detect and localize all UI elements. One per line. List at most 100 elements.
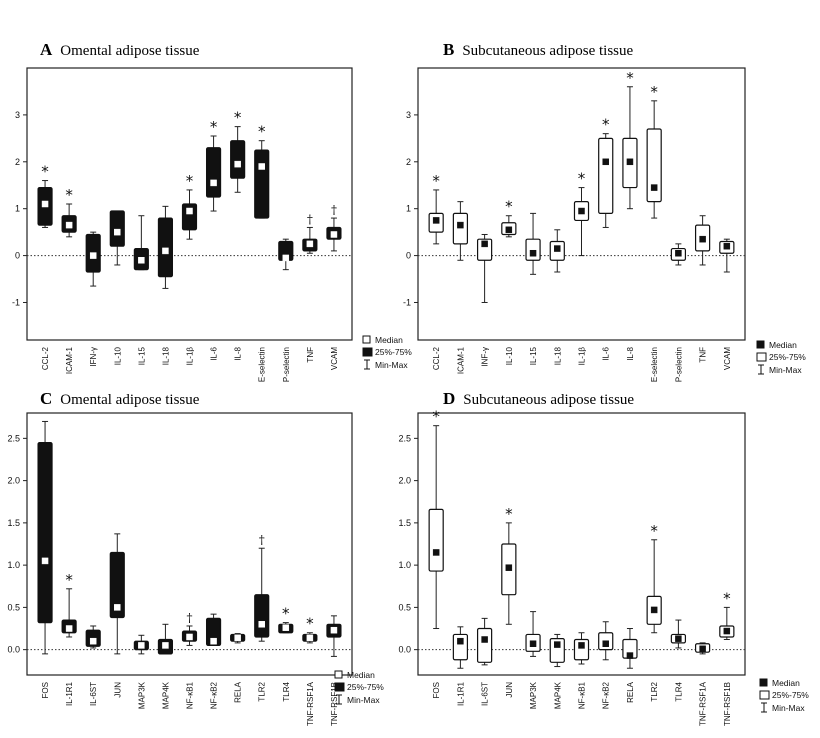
y-tick-label: -1 <box>403 297 411 307</box>
legend: Median 25%-75% Min-Max <box>759 678 809 713</box>
significance-marker: * <box>650 83 658 101</box>
median-marker <box>186 633 193 641</box>
median-marker <box>210 637 217 645</box>
significance-marker: * <box>505 198 513 216</box>
iqr-box <box>525 238 541 261</box>
y-tick-label: 1 <box>15 204 20 214</box>
y-tick-label: 1.5 <box>398 518 411 528</box>
legend-box-swatch <box>334 682 345 692</box>
category-label: CCL-2 <box>432 346 441 370</box>
category-label: FOS <box>41 682 50 698</box>
box-il-15: IL-15 <box>525 212 541 365</box>
category-label: TLR2 <box>650 681 659 701</box>
category-label: MAP4K <box>553 681 562 709</box>
category-label: E-selectin <box>650 347 659 382</box>
median-marker <box>699 235 706 243</box>
box-il-1-: * IL-1β <box>181 172 198 366</box>
box-vcam: VCAM <box>719 238 735 370</box>
box-icam-1: * ICAM-1 <box>61 186 77 374</box>
median-marker <box>114 228 121 236</box>
legend-box-label: 25%-75% <box>375 347 412 357</box>
median-marker <box>650 184 658 191</box>
category-label: IL-1β <box>186 347 195 366</box>
median-marker <box>578 207 585 215</box>
panel-letter: D <box>443 389 455 408</box>
box-tnf-rsf1a: TNF-RSF1A <box>694 642 711 726</box>
category-label: IL-1β <box>578 347 587 366</box>
legend-median-label: Median <box>772 678 800 688</box>
median-marker <box>138 642 145 649</box>
median-marker <box>432 549 440 556</box>
median-marker <box>723 242 731 250</box>
category-label: ICAM-1 <box>65 346 74 374</box>
category-label: TLR4 <box>674 681 683 701</box>
box-il-10: * IL-10 <box>501 198 517 365</box>
category-label: IL-6ST <box>89 682 98 706</box>
median-marker <box>457 221 464 229</box>
median-marker <box>258 621 265 628</box>
y-tick-label: 0.0 <box>7 645 20 655</box>
category-label: JUN <box>505 682 514 698</box>
median-marker <box>554 641 561 648</box>
category-label: TNF-RSF1A <box>306 681 315 726</box>
legend-median-swatch <box>362 335 371 344</box>
category-label: CCL-2 <box>41 346 50 370</box>
median-marker <box>578 642 585 649</box>
median-marker <box>65 221 73 229</box>
legend-box-swatch <box>756 352 767 362</box>
significance-marker: * <box>602 116 610 134</box>
median-marker <box>505 226 513 234</box>
box-tnf-rsf1a: * TNF-RSF1A <box>302 615 318 726</box>
panel-a: A Omental adipose tissue -1 0 1 2 3 * CCL-2 * ICAM… <box>12 40 412 382</box>
box-il-1r1: * IL-1R1 <box>61 571 77 706</box>
median-marker <box>529 249 537 257</box>
legend: Median 25%-75% Min-Max <box>756 340 806 375</box>
legend-box-label: 25%-75% <box>772 690 809 700</box>
category-label: P-selectin <box>674 347 683 382</box>
significance-marker: * <box>65 186 73 204</box>
box-il-1r1: IL-1R1 <box>452 626 469 706</box>
box-rela: RELA <box>622 628 638 703</box>
median-marker <box>432 217 440 224</box>
median-marker <box>529 640 537 647</box>
panel-title-text: Subcutaneous adipose tissue <box>462 43 633 59</box>
median-marker <box>505 564 513 571</box>
box-e-selectin: * E-selectin <box>646 83 662 382</box>
significance-marker: * <box>432 172 440 190</box>
median-marker <box>650 606 658 614</box>
plot-frame <box>417 412 746 676</box>
category-label: RELA <box>626 681 635 703</box>
box-ccl-2: * CCL-2 <box>37 163 53 370</box>
box-inf-: INF-γ <box>476 233 493 367</box>
box-map3k: MAP3K <box>133 634 149 709</box>
category-label: IL-15 <box>137 346 146 365</box>
median-marker <box>89 637 97 645</box>
significance-marker: * <box>650 522 658 540</box>
box-jun: * JUN <box>501 505 517 698</box>
box-il-6st: IL-6ST <box>476 617 493 706</box>
panel-title: B Subcutaneous adipose tissue <box>443 40 633 59</box>
median-marker <box>306 240 314 248</box>
y-tick-label: 1.0 <box>398 560 411 570</box>
y-tick-label: 1 <box>406 204 411 214</box>
category-label: IL-1R1 <box>65 681 74 706</box>
box-map3k: MAP3K <box>525 611 541 709</box>
box-il-6: * IL-6 <box>205 118 222 361</box>
legend-box-swatch <box>362 347 373 357</box>
box-tnf-rsf1b: * TNF-RSF1B <box>719 589 735 726</box>
box-tlr2: * TLR2 <box>646 522 662 702</box>
legend-box-label: 25%-75% <box>347 682 384 692</box>
box-tlr4: TLR4 <box>670 619 687 702</box>
median-marker <box>234 634 241 642</box>
category-label: ICAM-1 <box>456 346 465 374</box>
iqr-box <box>428 508 444 572</box>
median-marker <box>234 160 241 168</box>
category-label: TLR2 <box>258 681 267 701</box>
box-il-6: * IL-6 <box>598 116 614 361</box>
significance-marker: * <box>432 408 440 426</box>
legend: Median 25%-75% Min-Max <box>334 670 384 705</box>
category-label: E-selectin <box>258 347 267 382</box>
plot-frame <box>26 67 353 341</box>
median-marker <box>699 645 706 653</box>
